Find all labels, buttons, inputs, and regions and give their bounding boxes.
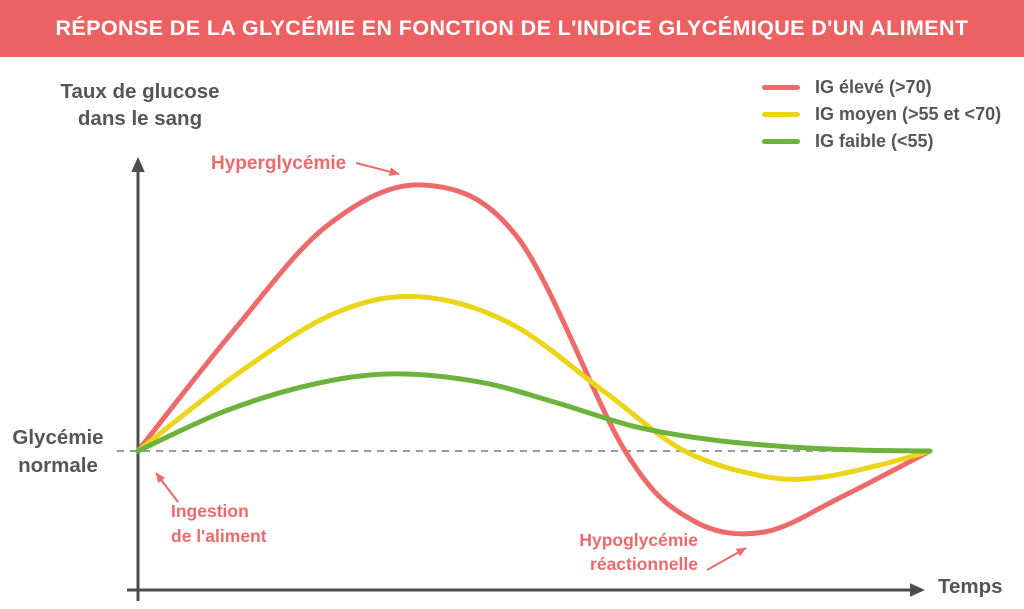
high-gi-curve: [135, 182, 933, 537]
legend-label-low-gi: IG faible (<55): [815, 131, 934, 151]
low-gi-swatch: [762, 139, 800, 144]
page-title: RÉPONSE DE LA GLYCÉMIE EN FONCTION DE L'…: [55, 16, 969, 40]
ingestion-annotation-line1: Ingestion: [171, 501, 249, 521]
legend-label-high-gi: IG élevé (>70): [815, 77, 932, 97]
normal-glycemia-label: Glycémie normale: [0, 424, 116, 479]
hyperglycemia-annotation: Hyperglycémie: [211, 153, 347, 174]
hypoglycemia-annotation-line1: Hypoglycémie: [579, 530, 698, 550]
hyperglycemia-arrow: [355, 162, 400, 176]
high-gi-swatch: [762, 85, 800, 90]
ingestion-annotation-line2: de l'aliment: [171, 526, 267, 546]
y-axis-title: Taux de glucose dans le sang: [30, 78, 250, 132]
normal-glycemia-label-line2: normale: [18, 453, 98, 477]
legend-item-low-gi: IG faible (<55): [762, 131, 1001, 151]
medium-gi-curve: [135, 293, 933, 482]
legend-label-medium-gi: IG moyen (>55 et <70): [815, 104, 1002, 124]
medium-gi-swatch: [762, 112, 800, 117]
y-axis-title-line1: Taux de glucose: [60, 80, 220, 103]
hypoglycemia-annotation: Hypoglycémie réactionnelle: [498, 528, 698, 576]
legend: IG élevé (>70) IG moyen (>55 et <70) IG …: [762, 77, 1002, 151]
x-axis-title: Temps: [938, 575, 1003, 598]
ingestion-arrow: [155, 472, 179, 503]
legend-item-medium-gi: IG moyen (>55 et <70): [762, 104, 1002, 124]
legend-item-high-gi: IG élevé (>70): [762, 77, 1001, 97]
normal-glycemia-label-line1: Glycémie: [12, 426, 104, 449]
hypoglycemia-annotation-line2: réactionnelle: [590, 554, 698, 574]
y-axis-title-line2: dans le sang: [77, 107, 203, 130]
ingestion-annotation: Ingestion de l'aliment: [171, 499, 267, 549]
hypoglycemia-arrow: [706, 547, 747, 571]
title-banner: RÉPONSE DE LA GLYCÉMIE EN FONCTION DE L'…: [0, 0, 1024, 57]
low-gi-curve: [135, 371, 933, 454]
